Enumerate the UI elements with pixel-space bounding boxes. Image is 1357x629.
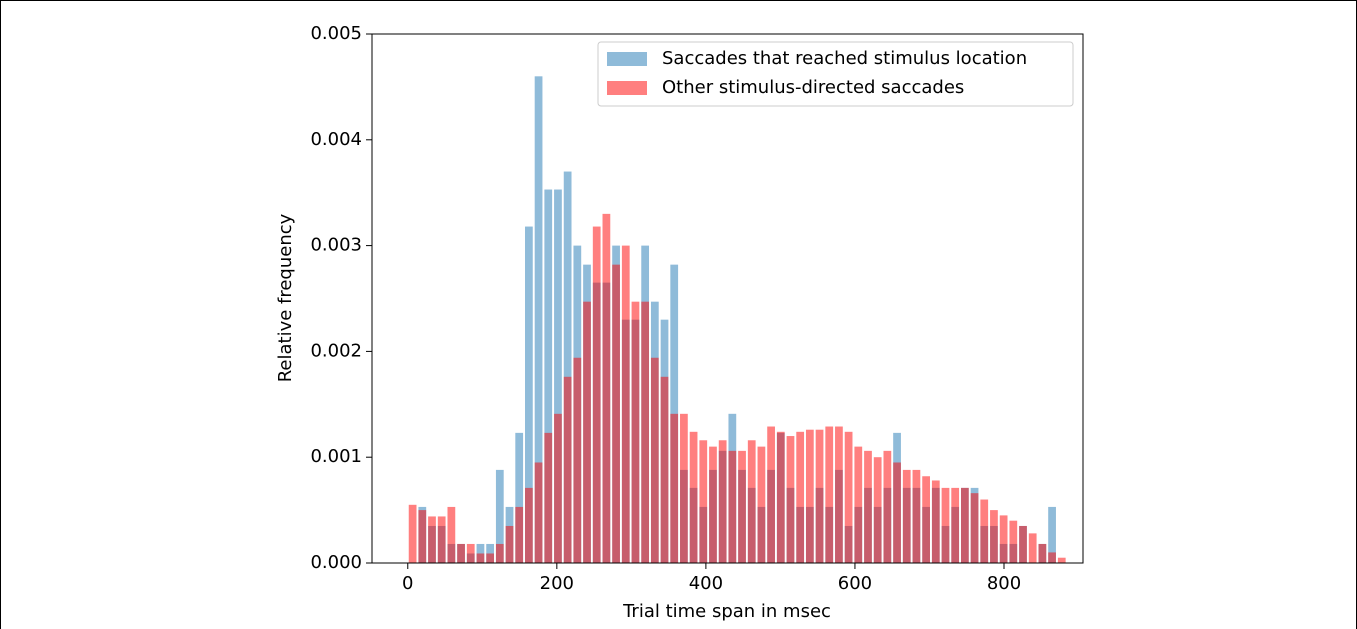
bar: [495, 469, 504, 563]
bar: [747, 440, 756, 563]
bar: [418, 510, 427, 563]
bar: [1009, 520, 1018, 563]
bar: [1019, 525, 1027, 563]
bar: [999, 515, 1008, 563]
bar: [544, 189, 553, 563]
x-axis-label: Trial time span in msec: [622, 601, 831, 622]
bar: [457, 543, 465, 563]
bar: [476, 553, 485, 563]
bar: [951, 487, 960, 563]
bar: [883, 450, 892, 563]
bar: [621, 245, 630, 563]
bar: [786, 436, 795, 563]
bar: [931, 480, 940, 563]
bar: [941, 487, 950, 563]
bar: [495, 543, 504, 563]
y-tick-label: 0.003: [310, 235, 362, 256]
legend-label: Other stimulus-directed saccades: [662, 77, 964, 98]
bar: [960, 487, 969, 563]
bar: [641, 301, 650, 563]
bar: [873, 457, 882, 563]
y-tick-label: 0.001: [310, 446, 362, 467]
bar: [670, 413, 679, 563]
bar: [660, 376, 669, 563]
bar: [612, 264, 620, 563]
bar: [563, 171, 572, 564]
bar: [1057, 557, 1066, 563]
bar: [709, 446, 717, 563]
bar: [757, 446, 766, 563]
bar: [835, 426, 843, 563]
bar: [447, 506, 456, 563]
bar: [525, 226, 533, 563]
bar: [805, 429, 814, 563]
bar: [738, 450, 746, 563]
bar: [583, 301, 591, 563]
bar: [563, 376, 572, 563]
bar: [864, 450, 872, 563]
bar: [428, 516, 436, 563]
bar: [767, 426, 775, 563]
bar: [718, 440, 727, 563]
bar: [893, 462, 901, 563]
legend-label: Saccades that reached stimulus location: [662, 48, 1027, 69]
x-tick-label: 200: [540, 573, 574, 594]
bar: [854, 446, 863, 563]
bar: [534, 76, 543, 563]
bar: [1048, 552, 1056, 563]
bar: [699, 440, 708, 563]
legend-swatch: [607, 52, 647, 66]
bar: [796, 431, 805, 563]
bar: [776, 431, 785, 563]
x-tick-label: 600: [838, 573, 872, 594]
bar: [1038, 543, 1047, 563]
bar: [650, 357, 659, 563]
bar: [990, 510, 998, 563]
legend: [597, 41, 1074, 107]
bar: [505, 525, 514, 563]
bar: [602, 213, 611, 564]
bar: [980, 499, 989, 563]
bar: [631, 301, 640, 563]
bar: [534, 462, 543, 563]
bar: [515, 432, 524, 563]
bar: [844, 431, 853, 563]
bar: [912, 469, 921, 563]
bar: [902, 469, 911, 563]
y-tick-label: 0.005: [310, 23, 362, 44]
legend-swatch: [607, 81, 647, 95]
y-tick-label: 0.002: [310, 340, 362, 361]
bar: [689, 431, 698, 563]
bar: [554, 189, 562, 563]
bar: [408, 504, 417, 563]
x-tick-label: 800: [987, 573, 1021, 594]
plot-frame: [371, 33, 1084, 564]
bar: [1028, 533, 1037, 563]
bar: [525, 487, 533, 563]
bar: [466, 543, 475, 563]
bar: [825, 426, 834, 563]
bar: [544, 432, 553, 563]
bar: [437, 516, 446, 563]
bar: [1048, 506, 1056, 563]
bar: [515, 506, 524, 563]
bar: [554, 413, 562, 563]
bar: [680, 413, 688, 563]
y-tick-label: 0.000: [310, 552, 362, 573]
bar: [970, 493, 979, 563]
bar: [815, 429, 824, 563]
bar: [728, 450, 737, 563]
bar: [486, 553, 495, 563]
x-tick-label: 0: [402, 573, 413, 594]
y-tick-label: 0.004: [310, 129, 362, 150]
bar: [573, 357, 582, 563]
bar: [592, 226, 601, 563]
bar: [922, 476, 930, 563]
y-axis-label: Relative frequency: [275, 213, 296, 382]
x-tick-label: 400: [689, 573, 723, 594]
